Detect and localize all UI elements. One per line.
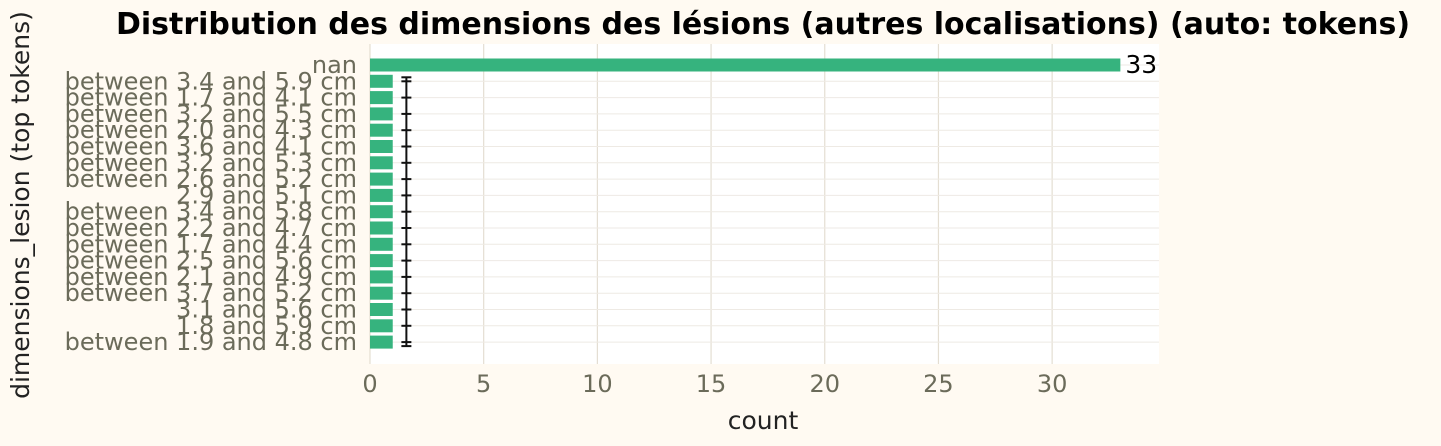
y-tick-label: between 2.2 and 4.7 cm [65,214,357,242]
bar [370,221,393,235]
y-tick-label: 1.8 and 5.9 cm [176,312,357,340]
y-tick-label: nan [312,51,357,79]
bar [370,254,393,268]
bar [370,303,393,316]
y-tick-label: between 1.7 and 4.4 cm [65,230,357,258]
x-tick-label: 15 [696,370,727,398]
bar [370,123,393,137]
y-tick-label: between 3.2 and 5.5 cm [65,100,357,128]
bar [370,205,393,219]
y-tick-label: between 3.2 and 5.3 cm [65,149,357,177]
x-tick-label: 30 [1037,370,1068,398]
y-tick-label: between 2.6 and 5.2 cm [65,165,357,193]
x-tick-label: 0 [362,370,377,398]
x-tick-label: 10 [582,370,613,398]
bar [370,140,393,153]
plot-background [370,44,1159,364]
bar [370,156,393,170]
grid-lines [369,44,1159,364]
x-tick-labels: 0 5 10 15 20 25 30 [362,370,1067,398]
bar [370,107,393,121]
y-tick-label: between 1.9 and 4.8 cm [65,328,357,356]
y-tick-label: 3.1 and 5.6 cm [176,296,357,324]
bar [370,319,393,333]
bar [370,58,1121,72]
y-tick-label: between 3.4 and 5.9 cm [65,67,357,95]
chart-title: Distribution des dimensions des lésions … [116,7,1410,42]
bar [370,335,393,349]
bars [370,58,1121,349]
y-tick-label: between 3.6 and 4.1 cm [65,133,357,161]
data-label: 33 [1125,50,1157,79]
y-tick-label: 2.9 and 5.1 cm [176,181,357,209]
bar [370,286,393,300]
y-tick-label: between 2.1 and 4.9 cm [65,263,357,291]
x-tick-label: 20 [809,370,840,398]
bar [370,91,393,105]
bar [370,74,393,88]
data-labels: 33 [1125,50,1157,79]
bar [370,270,393,284]
y-tick-label: between 1.7 and 4.1 cm [65,84,357,112]
bar [370,188,393,202]
y-tick-label: between 3.7 and 5.2 cm [65,279,357,307]
x-tick-label: 5 [476,370,491,398]
y-tick-label: between 2.5 and 5.6 cm [65,247,357,275]
bar [370,172,393,186]
y-axis-label: dimensions_lesion (top tokens) [6,11,35,399]
y-tick-label: between 3.4 and 5.8 cm [65,198,357,226]
error-bars [401,76,412,348]
x-axis-label: count [728,406,799,435]
y-tick-label: between 2.0 and 4.3 cm [65,116,357,144]
bar [370,237,393,251]
x-tick-label: 25 [923,370,954,398]
